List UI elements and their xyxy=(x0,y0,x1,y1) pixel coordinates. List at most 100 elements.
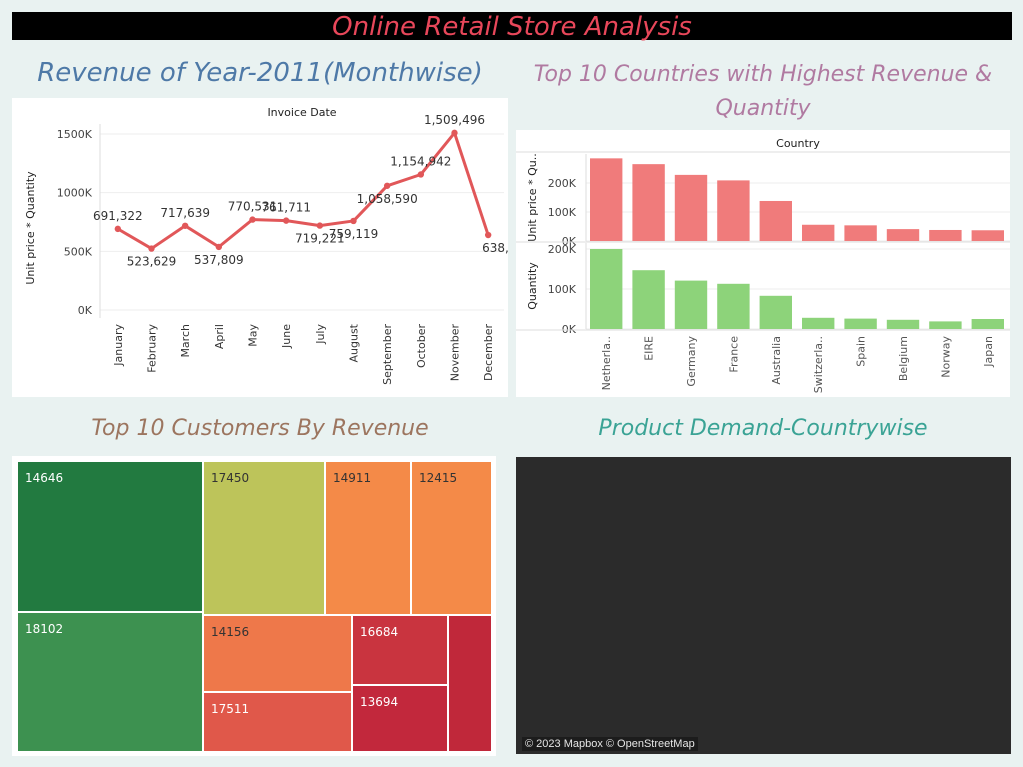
quantity-bar xyxy=(929,321,962,329)
treemap-cell-label: 14156 xyxy=(211,625,250,639)
bar-x-tick-label: Japan xyxy=(982,336,995,368)
line-x-tick-label: March xyxy=(179,324,192,358)
revenue-bar xyxy=(717,180,750,241)
revenue-section-title: Revenue of Year-2011(Monthwise) xyxy=(37,58,483,88)
revenue-bar xyxy=(590,158,623,241)
quantity-bar xyxy=(674,280,708,329)
treemap-cell[interactable]: 18102 xyxy=(17,612,203,752)
treemap-cell-label: 14911 xyxy=(333,471,372,485)
line-x-tick-label: December xyxy=(482,324,495,382)
revenue-line-chart: Invoice Date Unit price * Quantity 0K 500K 1… xyxy=(24,106,532,385)
bar-y-axis-label: Unit price * Qu.. xyxy=(526,153,539,241)
top-customers-section-title: Top 10 Customers By Revenue xyxy=(91,416,429,441)
line-x-tick-label: October xyxy=(415,324,428,368)
bar-x-tick-label: France xyxy=(727,336,740,373)
line-x-tick-label: February xyxy=(146,324,159,373)
revenue-line-chart-panel: Invoice Date Unit price * Quantity 0K 500K 1… xyxy=(12,98,532,397)
treemap-cell[interactable]: 16684 xyxy=(352,615,448,685)
treemap-cell-label: 16684 xyxy=(360,625,399,639)
bar-y-tick-label: 200K xyxy=(548,177,577,190)
revenue-bar xyxy=(844,225,877,241)
line-data-point xyxy=(114,225,122,233)
bar-y-axis-label: Quantity xyxy=(526,262,539,310)
line-data-label: 1,058,590 xyxy=(357,192,418,206)
treemap-cell[interactable]: 14911 xyxy=(325,461,411,615)
line-x-tick-label: June xyxy=(280,324,293,349)
line-data-point xyxy=(249,216,256,223)
dashboard-title: Online Retail Store Analysis xyxy=(332,12,692,42)
map-credit: © 2023 Mapbox © OpenStreetMap xyxy=(522,737,698,751)
line-data-label: 691,322 xyxy=(93,209,143,223)
line-data-point xyxy=(181,222,189,229)
treemap-cell-label: 17511 xyxy=(211,702,250,716)
line-data-label: 759,119 xyxy=(329,227,379,241)
quantity-bar xyxy=(717,283,750,329)
line-x-tick-label: January xyxy=(112,324,125,367)
revenue-bar xyxy=(929,229,962,241)
quantity-bar xyxy=(802,317,835,329)
bar-x-tick-label: Norway xyxy=(939,336,952,378)
revenue-line xyxy=(117,131,490,251)
top10-countries-section-title: Top 10 Countries with Highest Revenue & … xyxy=(533,62,993,121)
line-y-tick-label: 500K xyxy=(64,245,93,258)
treemap-cell[interactable]: 14646 xyxy=(17,461,203,612)
line-data-point xyxy=(316,222,324,229)
customer-treemap-panel: 14646 18102 17450 14911 12415 14156 17511 16684… xyxy=(12,456,496,756)
line-y-tick-label: 1000K xyxy=(57,187,93,200)
revenue-bar xyxy=(632,164,665,241)
line-x-tick-label: May xyxy=(247,324,260,347)
quantity-bar xyxy=(759,295,792,329)
line-data-label: 719,221 xyxy=(295,232,345,246)
line-x-tick-label: November xyxy=(449,324,462,382)
bar-y-tick-label: 200K xyxy=(548,243,577,256)
bar-chart-title: Country xyxy=(776,137,820,150)
bar-y-tick-label: 100K xyxy=(548,206,577,219)
treemap-cell[interactable]: 12415 xyxy=(411,461,492,615)
line-data-point xyxy=(383,182,391,189)
quantity-bar xyxy=(632,270,665,329)
line-data-label: 1,154,942 xyxy=(390,154,451,168)
revenue-bar xyxy=(802,224,835,241)
bar-x-tick-label: Netherla.. xyxy=(600,336,613,390)
revenue-bar xyxy=(759,200,792,241)
bar-y-tick-label: 100K xyxy=(548,283,577,296)
revenue-bar xyxy=(971,230,1004,241)
line-data-label: 523,629 xyxy=(127,255,177,269)
line-data-point xyxy=(484,231,492,239)
treemap-cell[interactable] xyxy=(448,615,492,752)
quantity-bar xyxy=(886,319,920,329)
treemap-cell-label: 17450 xyxy=(211,471,250,485)
line-data-label: 638,793 xyxy=(482,241,508,255)
line-data-point xyxy=(282,217,290,224)
dashboard-title-bar: Online Retail Store Analysis xyxy=(12,12,1012,42)
line-x-tick-label: September xyxy=(381,324,394,385)
product-demand-map[interactable]: © 2023 Mapbox © OpenStreetMap xyxy=(516,457,1011,754)
quantity-bar xyxy=(844,318,877,329)
bar-x-tick-label: Switzerla.. xyxy=(812,336,825,393)
line-data-point xyxy=(148,245,155,252)
line-data-point xyxy=(417,171,425,178)
country-bar-chart-panel: Country 0K 100K 200K Unit price * Qu.. 0K 100K… xyxy=(516,130,1010,397)
treemap-cell[interactable]: 17450 xyxy=(203,461,325,615)
line-data-label: 1,509,496 xyxy=(424,113,485,127)
line-data-point xyxy=(350,217,357,225)
treemap-cell[interactable]: 17511 xyxy=(203,692,352,752)
revenue-bar xyxy=(674,174,708,241)
treemap-cell[interactable]: 13694 xyxy=(352,685,448,752)
line-data-label: 770,531 xyxy=(228,200,278,214)
quantity-bar xyxy=(971,319,1004,329)
line-data-point xyxy=(215,243,223,251)
line-y-axis-label: Unit price * Quantity xyxy=(24,171,37,285)
line-x-tick-label: April xyxy=(213,324,226,349)
quantity-bar xyxy=(590,249,623,329)
line-data-label: 761,711 xyxy=(261,201,311,215)
line-data-label: 537,809 xyxy=(194,253,244,267)
line-data-point xyxy=(451,129,458,137)
line-x-tick-label: August xyxy=(348,323,361,362)
bar-x-tick-label: Spain xyxy=(855,336,868,367)
treemap-cell-label: 18102 xyxy=(25,622,64,636)
bar-x-tick-label: EIRE xyxy=(643,336,656,361)
treemap-cell[interactable]: 14156 xyxy=(203,615,352,692)
bar-x-tick-label: Germany xyxy=(685,336,698,387)
